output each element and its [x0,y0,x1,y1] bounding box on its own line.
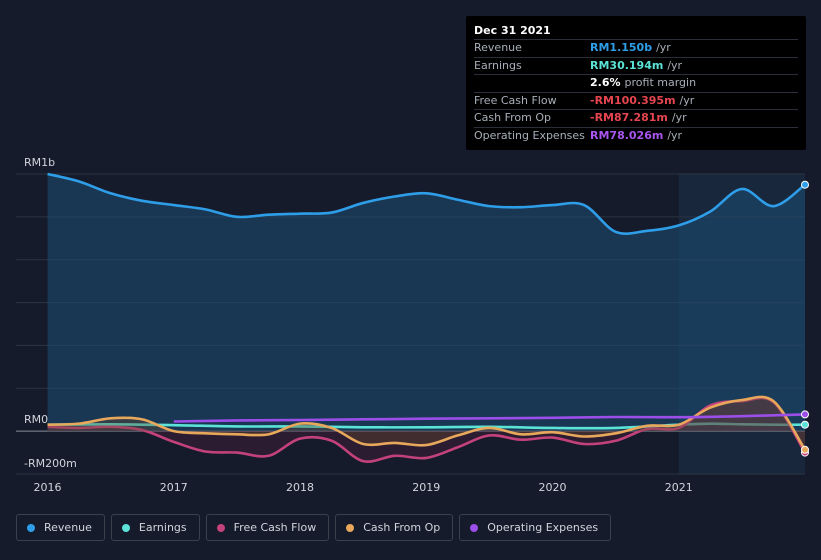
tooltip-row-unit: /yr [679,93,695,107]
legend-dot-icon [216,523,225,532]
legend: Revenue Earnings Free Cash Flow Cash From O… [16,514,612,541]
tooltip-row-value: RM1.150b [590,41,653,54]
tooltip-row-value: RM78.026m [590,128,664,142]
financials-chart: RM1b RM0 -RM200m 2016 2017 2018 2019 2020 2021 [16,156,809,494]
x-tick-label: 2021 [665,481,693,494]
tooltip-row-label: Revenue [474,41,522,54]
y-tick-label: -RM200m [24,457,77,470]
series-area-revenue [47,174,806,432]
series-end-point-cash-from-op [801,445,809,454]
legend-item-cash-from-op[interactable]: Cash From Op [335,514,454,541]
tooltip-row-unit: /yr [656,41,671,54]
legend-item-earnings[interactable]: Earnings [110,514,200,541]
tooltip-row-value: 2.6% [590,76,621,90]
y-tick-label: RM0 [24,413,48,426]
tooltip-row: Free Cash Flow -RM100.395m/yr [474,91,798,110]
legend-label: Free Cash Flow [233,521,317,534]
tooltip-row: Cash From Op -RM87.281m/yr [474,109,798,127]
legend-dot-icon [121,523,130,532]
legend-item-operating-expenses[interactable]: Operating Expenses [459,514,612,541]
tooltip-row: Operating Expenses RM78.026m/yr [474,126,798,145]
x-tick-label: 2020 [539,481,567,494]
tooltip-row-unit: /yr [667,58,683,72]
x-tick-label: 2016 [34,481,62,494]
tooltip-row-unit: /yr [667,128,683,142]
x-tick-label: 2018 [286,481,314,494]
tooltip-row-label: Cash From Op [474,111,552,125]
legend-label: Earnings [138,521,187,534]
tooltip-panel: Dec 31 2021 Revenue RM1.150b/yr Earnings RM… [466,16,806,150]
series-line-revenue [47,172,806,235]
legend-label: Operating Expenses [487,521,599,534]
legend-item-free-cash-flow[interactable]: Free Cash Flow [205,514,330,541]
tooltip-row: Earnings RM30.194m/yr [474,56,798,75]
series-end-point-operating-expenses [801,410,809,419]
tooltip-row-label: Earnings [474,58,522,72]
x-tick-label: 2019 [412,481,440,494]
legend-label: Revenue [44,521,92,534]
tooltip-row: 2.6% profit margin [474,74,798,92]
series-line-operating-expenses [173,413,806,423]
series-end-point-earnings [801,420,809,429]
legend-item-revenue[interactable]: Revenue [16,514,105,541]
x-tick-label: 2017 [160,481,188,494]
series-area-free-cash-flow [47,397,806,462]
tooltip-row-unit: profit margin [624,76,697,90]
series-line-cash-from-op [47,395,807,451]
y-tick-label: RM1b [24,156,55,169]
tooltip-row-value: RM30.194m [590,58,664,72]
tooltip-date: Dec 31 2021 [474,24,551,37]
legend-dot-icon [346,523,355,532]
tooltip-row-value: -RM87.281m [590,111,668,125]
tooltip-row-label: Free Cash Flow [474,93,557,107]
tooltip-row-label: Operating Expenses [474,128,585,142]
legend-label: Cash From Op [363,521,441,534]
legend-dot-icon [27,523,35,532]
tooltip-row: Revenue RM1.150b/yr [474,39,798,57]
tooltip-row-label [474,75,590,92]
tooltip-row-value: -RM100.395m [590,93,676,107]
series-line-free-cash-flow [47,396,807,463]
tooltip-row-unit: /yr [671,111,687,125]
legend-dot-icon [470,523,479,532]
series-end-point-revenue [801,180,809,189]
